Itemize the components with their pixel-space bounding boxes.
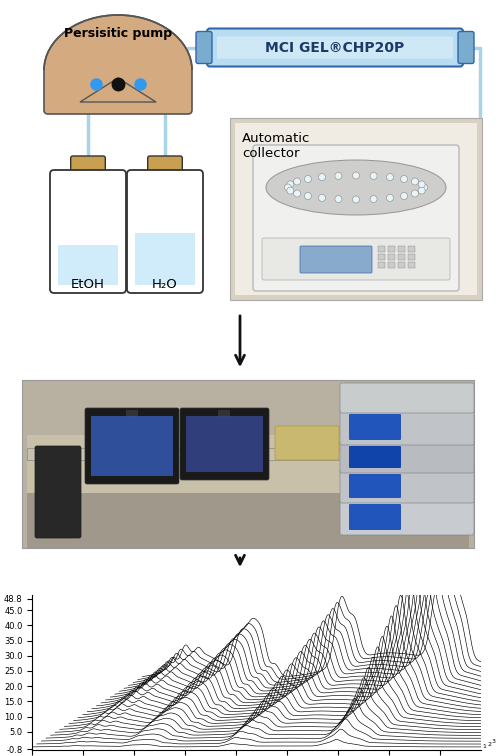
FancyBboxPatch shape xyxy=(349,446,401,468)
Bar xyxy=(378,254,385,260)
FancyBboxPatch shape xyxy=(340,383,474,413)
FancyBboxPatch shape xyxy=(349,474,401,498)
Bar xyxy=(22,380,474,548)
FancyBboxPatch shape xyxy=(127,170,203,293)
Bar xyxy=(378,262,385,268)
FancyBboxPatch shape xyxy=(349,414,401,440)
FancyBboxPatch shape xyxy=(35,446,81,538)
FancyBboxPatch shape xyxy=(71,156,105,176)
FancyBboxPatch shape xyxy=(340,409,474,445)
Circle shape xyxy=(401,193,408,200)
Bar xyxy=(27,435,469,543)
Circle shape xyxy=(411,178,419,185)
Circle shape xyxy=(285,184,292,191)
Text: 1: 1 xyxy=(483,745,487,749)
FancyBboxPatch shape xyxy=(50,170,126,293)
Bar xyxy=(27,493,469,548)
Circle shape xyxy=(411,190,419,197)
Circle shape xyxy=(305,175,311,182)
Bar xyxy=(398,262,405,268)
Bar xyxy=(186,416,263,472)
Text: EtOH: EtOH xyxy=(71,278,105,292)
FancyBboxPatch shape xyxy=(458,32,474,64)
Y-axis label: mAU: mAU xyxy=(0,662,1,683)
Bar xyxy=(126,410,138,418)
Text: H₂O: H₂O xyxy=(152,278,178,292)
Circle shape xyxy=(294,190,301,197)
FancyBboxPatch shape xyxy=(340,499,474,535)
Bar xyxy=(230,118,482,300)
FancyBboxPatch shape xyxy=(207,29,463,67)
Bar xyxy=(91,416,173,476)
Circle shape xyxy=(287,181,294,188)
Circle shape xyxy=(421,184,428,191)
Text: 3: 3 xyxy=(492,739,496,744)
FancyBboxPatch shape xyxy=(340,469,474,503)
Bar xyxy=(235,123,477,295)
FancyBboxPatch shape xyxy=(148,156,183,176)
Bar xyxy=(388,262,395,268)
FancyBboxPatch shape xyxy=(340,441,474,473)
FancyBboxPatch shape xyxy=(217,36,453,58)
Circle shape xyxy=(287,187,294,194)
Bar xyxy=(398,246,405,252)
FancyBboxPatch shape xyxy=(85,408,179,484)
Bar xyxy=(135,233,195,285)
Circle shape xyxy=(401,175,408,182)
Bar xyxy=(408,254,415,260)
Text: Persisitic pump: Persisitic pump xyxy=(64,27,172,40)
Bar xyxy=(408,246,415,252)
Polygon shape xyxy=(44,15,192,70)
FancyBboxPatch shape xyxy=(253,145,459,291)
Text: MCI GEL®CHP20P: MCI GEL®CHP20P xyxy=(265,41,405,54)
Bar xyxy=(408,262,415,268)
Circle shape xyxy=(418,187,425,194)
FancyBboxPatch shape xyxy=(196,32,212,64)
Bar xyxy=(58,245,118,285)
Circle shape xyxy=(335,172,342,179)
Circle shape xyxy=(318,174,325,181)
Bar xyxy=(27,448,469,460)
Circle shape xyxy=(335,196,342,203)
Circle shape xyxy=(305,193,311,200)
Bar xyxy=(388,246,395,252)
Circle shape xyxy=(386,194,393,201)
Circle shape xyxy=(294,178,301,185)
FancyBboxPatch shape xyxy=(300,246,372,273)
Circle shape xyxy=(318,194,325,201)
Bar xyxy=(218,410,230,418)
FancyBboxPatch shape xyxy=(349,504,401,530)
Circle shape xyxy=(370,172,377,179)
Bar xyxy=(398,254,405,260)
Circle shape xyxy=(370,196,377,203)
Text: Automatic
collector: Automatic collector xyxy=(242,132,310,160)
Circle shape xyxy=(386,174,393,181)
Circle shape xyxy=(353,172,360,179)
Text: 2: 2 xyxy=(487,742,491,746)
Bar xyxy=(388,254,395,260)
FancyBboxPatch shape xyxy=(275,426,339,460)
FancyBboxPatch shape xyxy=(180,408,269,480)
Circle shape xyxy=(418,181,425,188)
Bar xyxy=(378,246,385,252)
FancyBboxPatch shape xyxy=(262,238,450,280)
FancyBboxPatch shape xyxy=(44,66,192,114)
Ellipse shape xyxy=(266,160,446,215)
Circle shape xyxy=(353,196,360,203)
